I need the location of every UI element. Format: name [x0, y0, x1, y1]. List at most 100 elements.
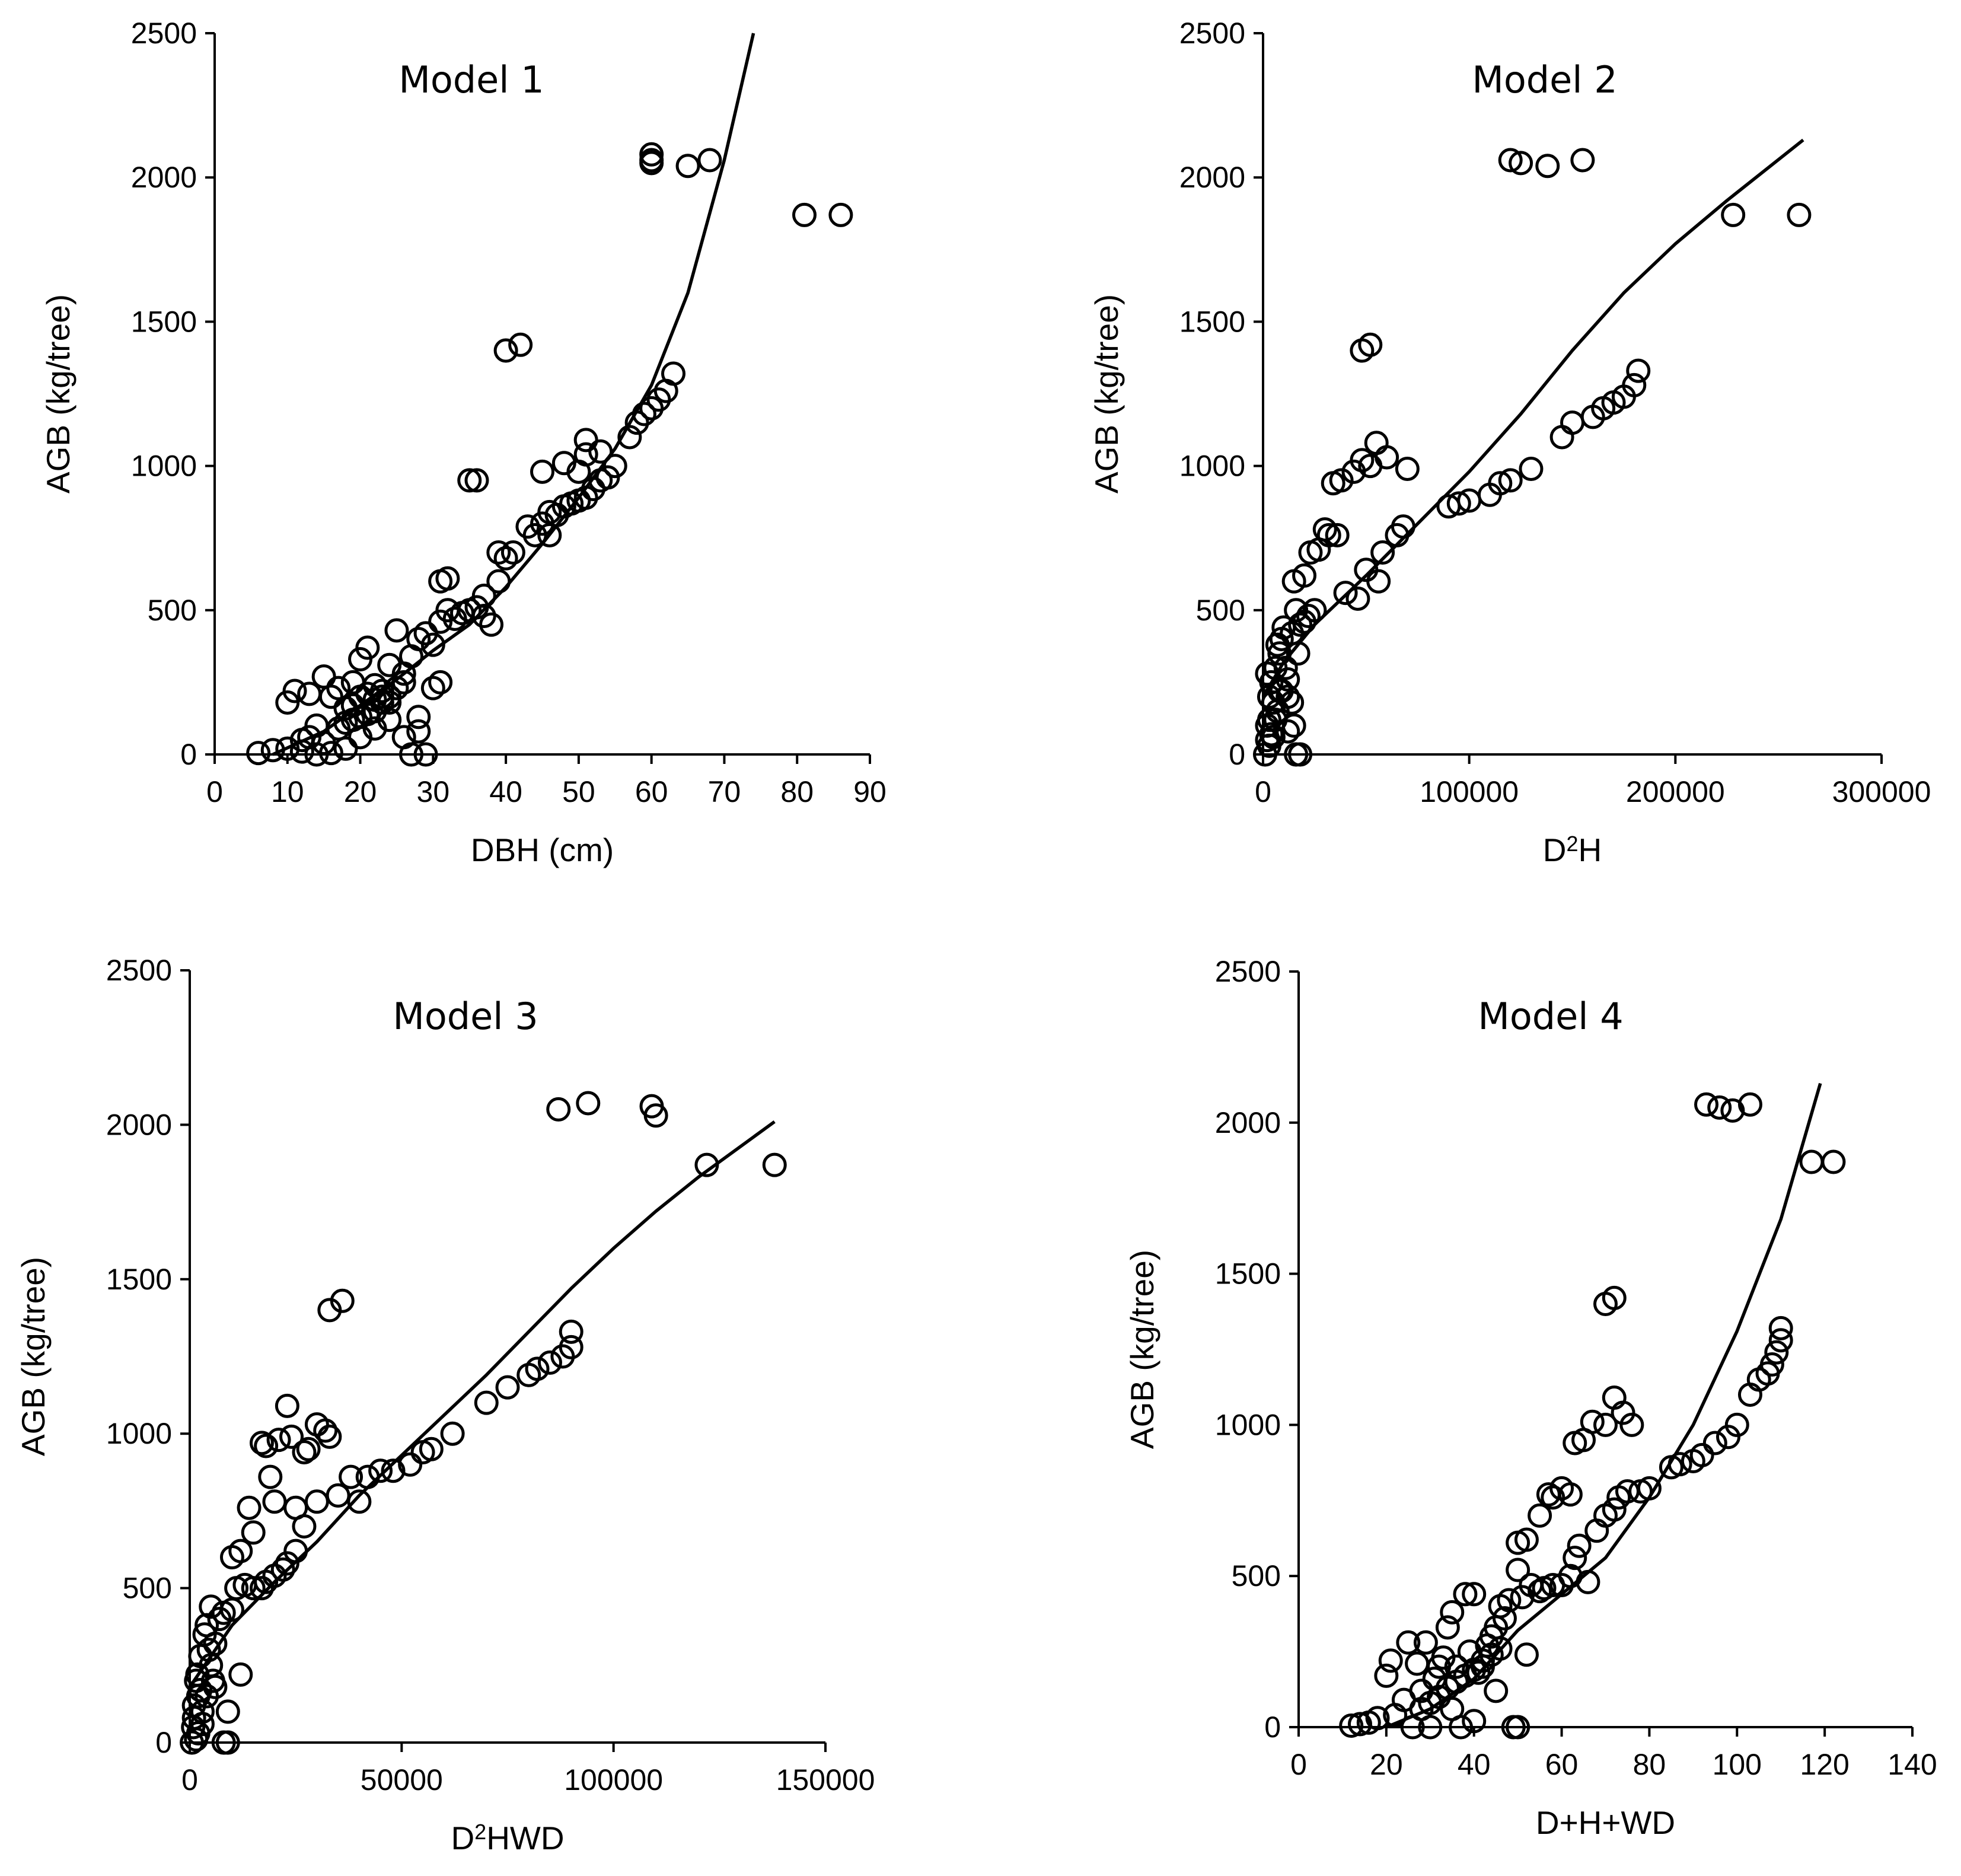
- data-point: [369, 679, 394, 703]
- data-point: [500, 540, 525, 565]
- chart-title: Model 2: [1472, 58, 1617, 101]
- data-point: [1570, 148, 1595, 173]
- data-point: [697, 148, 722, 173]
- data-point: [1366, 569, 1391, 594]
- x-tick-label: 20: [1370, 1748, 1403, 1781]
- data-point: [661, 361, 685, 386]
- data-point: [1707, 1095, 1732, 1120]
- y-tick-label: 500: [1232, 1559, 1281, 1592]
- data-point: [1602, 1285, 1627, 1310]
- data-point: [1558, 1482, 1583, 1507]
- data-point: [1466, 1660, 1491, 1685]
- data-point: [406, 626, 431, 651]
- x-tick-label: 300000: [1832, 775, 1931, 808]
- data-point: [1821, 1149, 1846, 1174]
- chart-panel-1: 0 10 20 30 40 50 60 70 80 90 0 500 1000 1500 2000 2500 M…: [40, 17, 887, 868]
- data-point: [249, 1431, 274, 1455]
- y-tick-label: 1000: [1179, 450, 1245, 483]
- x-tick-label: 60: [1545, 1748, 1579, 1781]
- data-point: [1580, 1409, 1605, 1434]
- data-point: [1276, 667, 1300, 692]
- y-tick-label: 2500: [106, 954, 172, 987]
- y-tick-label: 0: [1229, 738, 1245, 771]
- data-point: [1358, 332, 1383, 357]
- y-tick-label: 1500: [1215, 1257, 1281, 1291]
- data-point: [1721, 202, 1746, 227]
- data-point: [1259, 722, 1284, 747]
- x-tick-label: 70: [708, 775, 741, 808]
- data-point: [537, 1350, 562, 1375]
- data-point: [398, 1452, 423, 1477]
- data-point: [1339, 1713, 1364, 1738]
- data-point: [479, 612, 504, 637]
- data-point: [1329, 468, 1354, 493]
- y-axis-label: AGB (kg/tree): [15, 1257, 52, 1456]
- data-point: [559, 1319, 583, 1344]
- data-point: [1768, 1328, 1793, 1353]
- chart-title: Model 1: [398, 58, 544, 101]
- x-axis-label: D2H: [1543, 832, 1602, 868]
- y-tick-label: 2000: [1215, 1106, 1281, 1139]
- y-tick-label: 1500: [131, 305, 197, 338]
- data-point: [1440, 1696, 1465, 1721]
- data-point: [1611, 1400, 1635, 1425]
- x-tick-label: 140: [1887, 1748, 1937, 1781]
- data-point: [1506, 1558, 1530, 1582]
- data-point: [546, 1097, 571, 1122]
- data-point: [413, 742, 438, 767]
- data-point: [1348, 1712, 1372, 1737]
- data-point: [1622, 372, 1647, 397]
- data-point: [1492, 1606, 1517, 1631]
- x-tick-label: 40: [1458, 1748, 1491, 1781]
- data-point: [254, 1434, 279, 1458]
- data-point: [275, 1393, 299, 1418]
- data-point: [1549, 425, 1574, 450]
- data-point: [1446, 491, 1471, 516]
- data-point: [1374, 1663, 1399, 1688]
- data-point: [333, 736, 358, 761]
- y-tick-label: 1500: [106, 1263, 172, 1296]
- y-tick-label: 0: [1264, 1711, 1281, 1744]
- data-point: [296, 1437, 321, 1461]
- y-tick-label: 2500: [1179, 17, 1245, 50]
- data-point: [1560, 410, 1584, 435]
- x-axis-label: DBH (cm): [471, 832, 614, 868]
- data-point: [275, 1551, 299, 1576]
- x-tick-label: 200000: [1626, 775, 1725, 808]
- data-point: [573, 442, 598, 467]
- data-point: [1768, 1316, 1793, 1340]
- data-point: [215, 1730, 240, 1755]
- data-point: [1471, 1654, 1495, 1679]
- y-tick-label: 2000: [106, 1108, 172, 1141]
- data-point: [1462, 1582, 1487, 1607]
- data-point: [1724, 1412, 1749, 1437]
- data-point: [282, 679, 307, 703]
- data-point: [1288, 612, 1313, 637]
- data-point: [1509, 151, 1533, 176]
- data-point: [1799, 1149, 1824, 1174]
- fit-curve: [1385, 1082, 1822, 1729]
- data-point: [1689, 1442, 1714, 1467]
- data-point: [643, 1103, 668, 1128]
- data-point: [1453, 1582, 1478, 1607]
- data-point: [215, 1699, 240, 1724]
- data-point: [317, 1424, 342, 1449]
- fit-curve: [188, 1120, 776, 1688]
- data-point: [292, 1439, 317, 1464]
- data-point: [1694, 1092, 1719, 1117]
- data-point: [559, 1334, 583, 1359]
- data-point: [188, 1677, 213, 1702]
- data-point: [1462, 1709, 1487, 1734]
- data-point: [1488, 471, 1513, 496]
- x-tick-label: 100000: [564, 1763, 663, 1797]
- data-point: [1764, 1340, 1789, 1365]
- data-point: [1409, 1678, 1434, 1703]
- data-point: [1498, 148, 1523, 173]
- y-axis-label: AGB (kg/tree): [40, 294, 76, 493]
- data-point: [347, 1489, 372, 1514]
- data-point: [486, 540, 511, 565]
- data-point: [1345, 586, 1370, 611]
- chart-panel-2: 0 100000 200000 300000 0 500 1000 1500 2000 2500 M…: [1088, 17, 1931, 868]
- data-point: [249, 1576, 274, 1601]
- data-point: [1375, 445, 1399, 470]
